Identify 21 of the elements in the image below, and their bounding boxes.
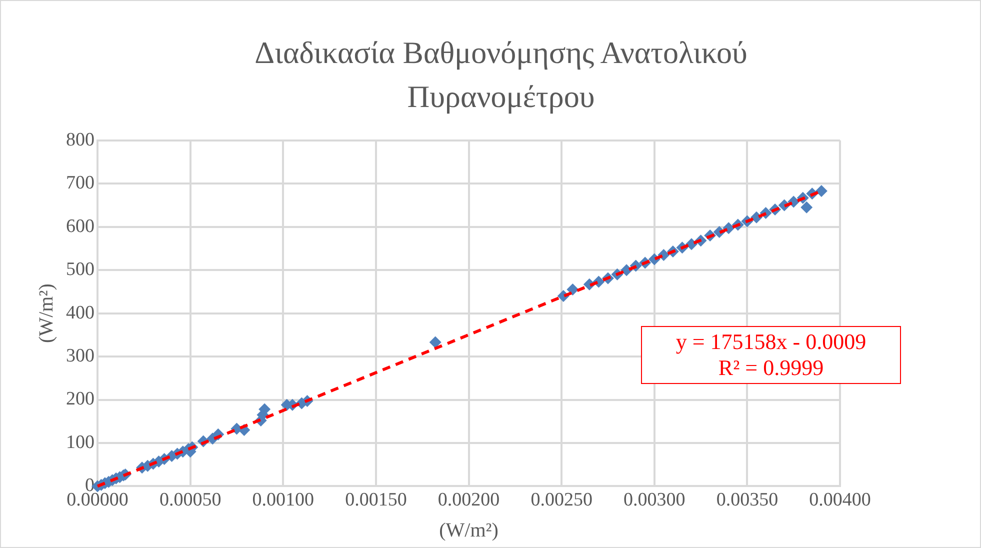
x-tick-label: 0.00050 [159,490,222,511]
y-tick-label: 400 [66,302,94,324]
x-tick-label: 0.00150 [345,490,407,511]
x-tick-label: 0.00350 [716,490,778,511]
y-axis-title: (W/m²) [35,284,58,343]
x-tick-label: 0.00400 [809,490,871,511]
x-tick-label: 0.00100 [252,490,314,511]
y-tick-label: 600 [66,216,94,237]
y-tick-label: 100 [66,432,94,453]
annotation: y = 175158x - 0.0009 [674,329,868,355]
x-tick-label: 0.00250 [530,490,592,511]
x-tick-label: 0.00200 [438,490,500,511]
y-tick-label: 800 [66,129,94,150]
y-tick-label: 300 [66,346,94,367]
y-tick-label: 700 [66,172,94,194]
y-tick-label: 500 [66,259,94,280]
chart-title: Διαδικασία Βαθμονόμησης Ανατολικού Πυρανομέτρου [254,34,748,116]
annotation: R² = 0.9999 [717,355,825,381]
x-tick-label: 0.00300 [624,490,686,511]
x-axis-title: (W/m²) [439,519,498,542]
y-tick-label: 200 [66,388,94,410]
